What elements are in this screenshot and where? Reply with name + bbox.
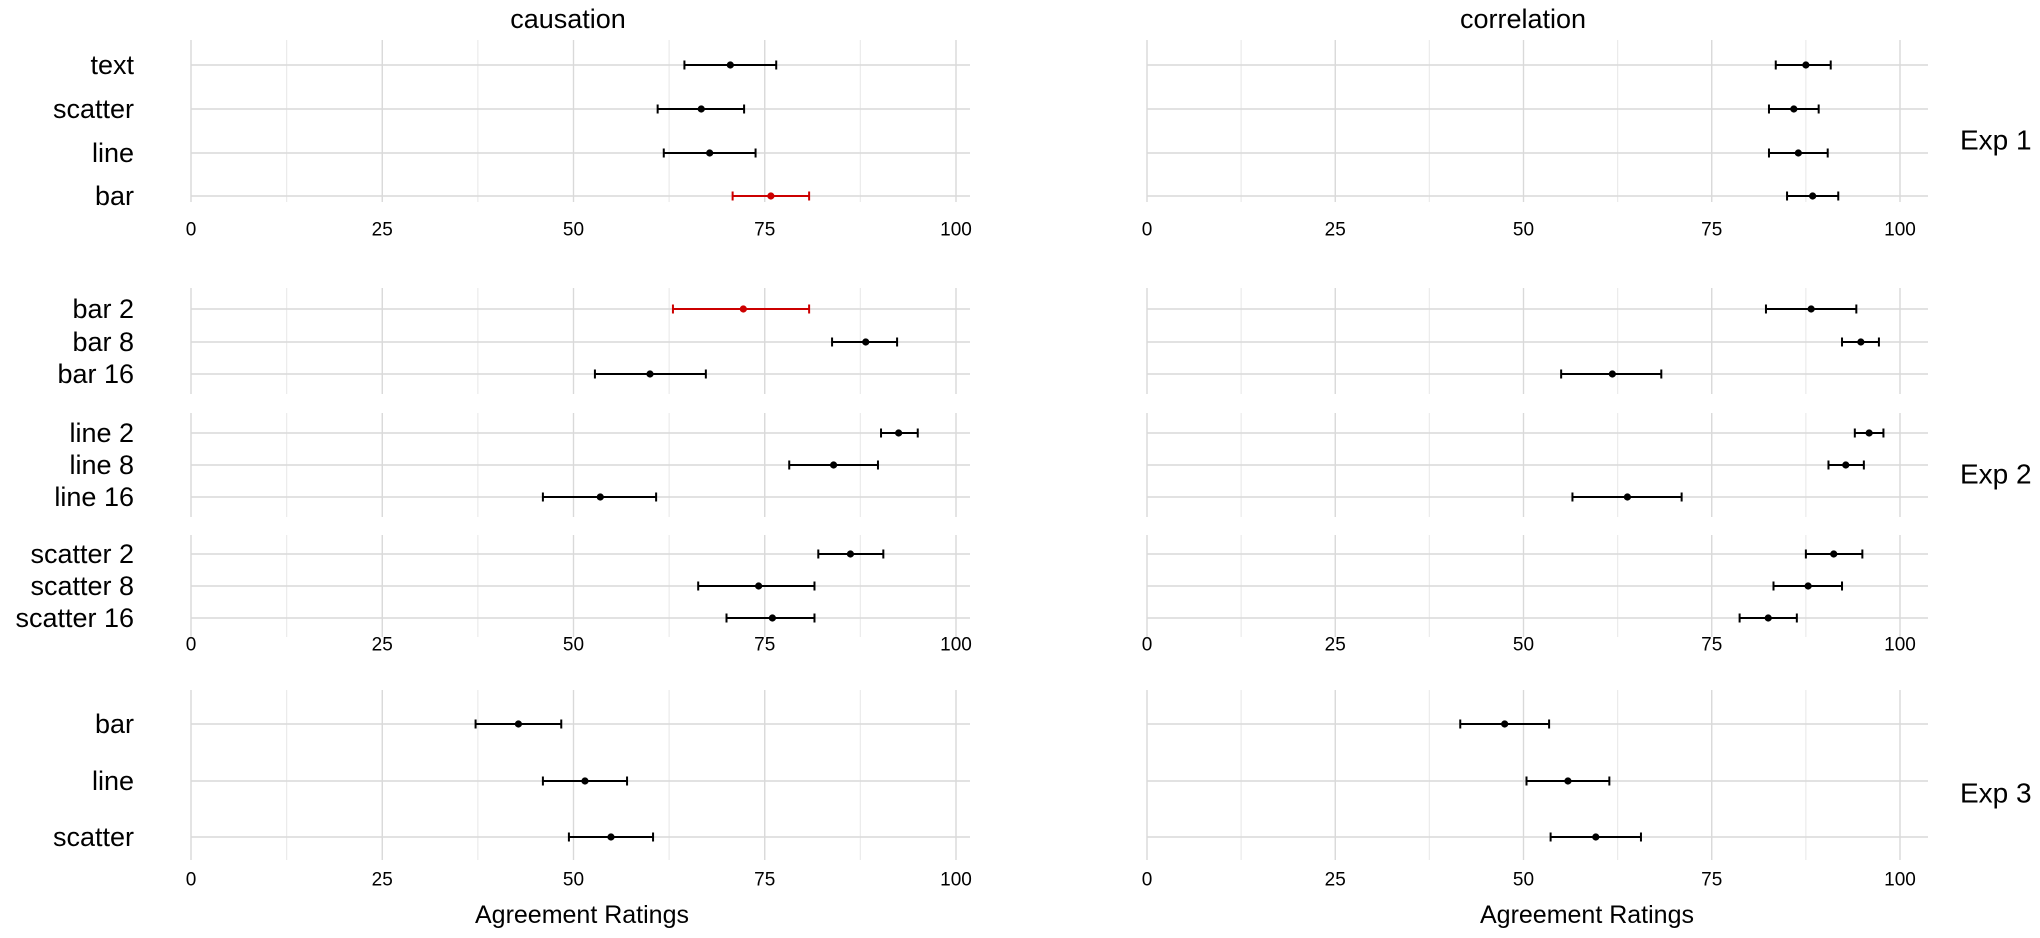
x-tick-label: 50	[563, 635, 584, 656]
point-causation-bar-16	[646, 370, 654, 378]
row-label: line 8	[69, 450, 134, 480]
point-causation-bar-2	[739, 305, 747, 313]
x-tick-label: 50	[1513, 220, 1534, 241]
x-tick-label: 75	[754, 635, 775, 656]
point-correlation-bar-2	[1807, 305, 1815, 313]
x-tick-label: 25	[372, 635, 393, 656]
x-axis-title-causation: Agreement Ratings	[475, 901, 689, 929]
x-tick-label: 50	[563, 870, 584, 891]
experiment-label: Exp 3	[1960, 778, 2032, 809]
x-tick-label: 75	[1701, 870, 1722, 891]
point-causation-line-8	[830, 461, 838, 469]
x-tick-label: 25	[1325, 870, 1346, 891]
point-causation-line-2	[895, 429, 903, 437]
x-tick-label: 0	[1142, 635, 1153, 656]
row-label: scatter	[53, 94, 134, 124]
point-correlation-line-8	[1842, 461, 1850, 469]
row-label: bar 8	[72, 327, 134, 357]
x-tick-label: 0	[1142, 220, 1153, 241]
point-correlation-bar-8	[1857, 338, 1865, 346]
x-tick-label: 75	[754, 870, 775, 891]
x-tick-label: 100	[1884, 870, 1916, 891]
point-causation-scatter-2	[846, 550, 855, 558]
x-tick-label: 50	[1513, 870, 1534, 891]
row-label: scatter 16	[15, 603, 134, 633]
row-label: scatter 2	[30, 539, 134, 569]
row-label: bar 16	[57, 359, 134, 389]
marks-layer	[474, 60, 1885, 842]
x-tick-label: 100	[1884, 635, 1916, 656]
point-correlation-line	[1564, 777, 1572, 785]
point-correlation-scatter	[1592, 833, 1600, 841]
x-tick-label: 75	[1701, 220, 1722, 241]
point-correlation-scatter-16	[1764, 614, 1772, 622]
point-correlation-scatter-2	[1830, 550, 1838, 558]
point-correlation-scatter-8	[1804, 582, 1812, 590]
x-tick-label: 25	[1325, 220, 1346, 241]
row-label: text	[90, 50, 134, 80]
x-axis-title-correlation: Agreement Ratings	[1480, 901, 1694, 929]
x-tick-label: 25	[372, 870, 393, 891]
row-label: line	[92, 138, 134, 168]
point-correlation-line	[1794, 149, 1802, 157]
x-tick-label: 100	[940, 635, 972, 656]
point-correlation-bar	[1501, 720, 1509, 728]
experiment-label: Exp 2	[1960, 459, 2032, 490]
grid-layer	[190, 40, 1928, 860]
point-causation-text	[726, 61, 734, 69]
column-title-causation: causation	[510, 4, 626, 34]
x-tick-label: 100	[940, 220, 972, 241]
point-correlation-bar	[1809, 192, 1817, 200]
x-tick-label: 25	[1325, 635, 1346, 656]
point-causation-bar	[767, 192, 775, 200]
point-causation-line-16	[596, 493, 604, 501]
row-label: bar	[95, 181, 134, 211]
text-layer: causation correlation Agreement Ratings …	[15, 4, 2031, 929]
point-causation-scatter-16	[768, 614, 777, 622]
point-correlation-text	[1802, 61, 1810, 69]
row-label: scatter	[53, 822, 134, 852]
point-causation-bar-8	[862, 338, 870, 346]
row-label: bar	[95, 709, 134, 739]
row-label: scatter 8	[30, 571, 134, 601]
x-tick-label: 0	[186, 220, 197, 241]
x-tick-label: 0	[186, 870, 197, 891]
row-label: line 2	[69, 418, 134, 448]
row-label: line 16	[54, 482, 134, 512]
x-tick-label: 0	[186, 635, 197, 656]
point-correlation-scatter	[1790, 105, 1798, 113]
point-correlation-line-2	[1865, 429, 1873, 437]
point-causation-scatter-8	[755, 582, 763, 590]
column-title-correlation: correlation	[1460, 4, 1586, 34]
x-tick-label: 100	[940, 870, 972, 891]
point-causation-line	[706, 149, 714, 157]
point-causation-bar	[514, 720, 523, 728]
row-label: bar 2	[72, 294, 134, 324]
x-tick-label: 0	[1142, 870, 1153, 891]
point-causation-line	[581, 777, 589, 785]
row-label: line	[92, 766, 134, 796]
point-causation-scatter	[697, 105, 705, 113]
point-causation-scatter	[607, 833, 615, 841]
point-correlation-line-16	[1623, 493, 1632, 501]
x-tick-label: 50	[563, 220, 584, 241]
x-tick-label: 75	[1701, 635, 1722, 656]
x-tick-label: 25	[372, 220, 393, 241]
x-tick-label: 75	[754, 220, 775, 241]
point-correlation-bar-16	[1608, 370, 1616, 378]
x-tick-label: 50	[1513, 635, 1534, 656]
x-tick-label: 100	[1884, 220, 1916, 241]
experiment-label: Exp 1	[1960, 125, 2032, 156]
